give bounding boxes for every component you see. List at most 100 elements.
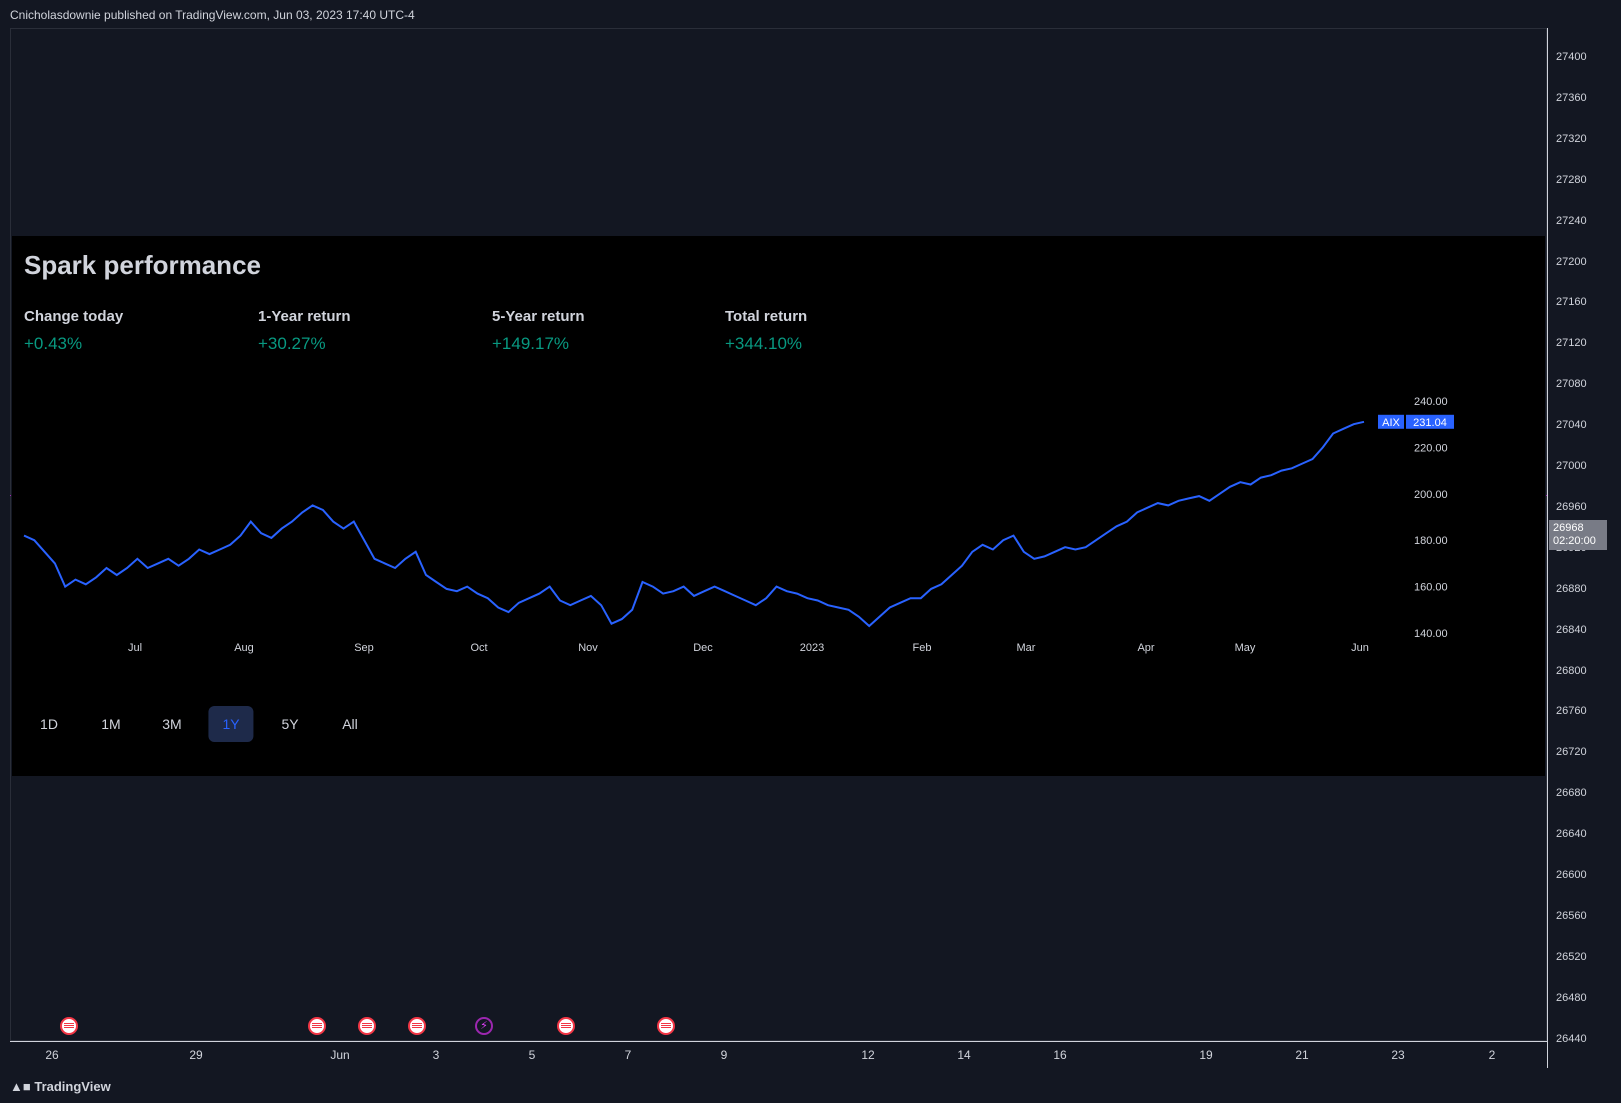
time-axis-label: Jun [330, 1048, 350, 1062]
stat-label: 5-Year return [492, 308, 585, 325]
stat-value: +344.10% [725, 334, 803, 353]
price-axis-label: 26520 [1556, 950, 1587, 963]
time-axis-label: 29 [189, 1048, 203, 1062]
stat-value: +149.17% [492, 334, 570, 353]
spark-y-tick-label: 240.00 [1414, 396, 1448, 408]
time-axis-label: 3 [432, 1048, 440, 1062]
crosshair-time: 02:20:00 [1553, 535, 1596, 547]
stat-value: +30.27% [258, 334, 326, 353]
range-button-5y[interactable]: 5Y [281, 716, 299, 732]
spark-x-label: Jun [1351, 642, 1369, 654]
spark-series-line [23, 420, 1365, 628]
price-axis-label: 27240 [1556, 214, 1587, 227]
stat-change-today: Change today +0.43% [24, 308, 123, 354]
price-axis-label: 26680 [1556, 787, 1587, 800]
price-axis[interactable]: 27400 27360 27320 27280 27240 27200 27160 27120… [1547, 28, 1611, 1068]
stat-label: Total return [725, 308, 808, 325]
price-axis-label: 27000 [1556, 460, 1587, 472]
spark-x-label: 2023 [800, 642, 824, 654]
stat-value: +0.43% [24, 334, 83, 353]
time-axis-label: 23 [1391, 1048, 1405, 1062]
price-axis-label: 26840 [1556, 623, 1587, 636]
crosshair-price: 26968 [1553, 522, 1584, 534]
spark-performance-widget: Spark performance Change today +0.43% 1-… [12, 236, 1545, 776]
event-flag-icon[interactable] [60, 1017, 78, 1035]
time-axis-label: 9 [720, 1048, 728, 1062]
time-axis-label: 19 [1199, 1048, 1213, 1062]
time-axis-label: 21 [1295, 1048, 1309, 1062]
price-axis-label: 27360 [1556, 91, 1587, 104]
badge-value: 231.04 [1413, 417, 1447, 429]
spark-x-label: May [1235, 642, 1256, 654]
time-axis[interactable]: 26 29 Jun 3 5 7 9 12 14 16 19 21 23 2 [10, 1041, 1547, 1068]
spark-x-label: Nov [578, 642, 598, 654]
publisher-info: Cnicholasdownie published on TradingView… [10, 8, 415, 22]
price-axis-label: 27040 [1556, 419, 1587, 432]
price-axis-label: 27400 [1556, 51, 1587, 63]
top-bar: Cnicholasdownie published on TradingView… [0, 0, 1621, 28]
range-button-all[interactable]: All [342, 716, 358, 732]
spark-y-tick-label: 220.00 [1414, 442, 1448, 454]
spark-x-label: Feb [913, 642, 932, 654]
stat-label: Change today [24, 308, 124, 325]
badge-value-bg [1406, 414, 1454, 429]
tradingview-logo[interactable]: ▲■ TradingView [10, 1079, 111, 1094]
spark-x-label: Dec [693, 642, 713, 654]
price-axis-label: 26640 [1556, 828, 1587, 841]
event-flag-icon[interactable] [557, 1017, 575, 1035]
spark-x-label: Sep [354, 642, 374, 654]
event-flag-icon[interactable] [308, 1017, 326, 1035]
range-button-1d[interactable]: 1D [40, 716, 58, 732]
spark-x-label: Apr [1137, 642, 1154, 654]
price-axis-label: 26560 [1556, 909, 1587, 922]
spark-y-tick-label: 200.00 [1414, 489, 1448, 501]
price-axis-label: 26720 [1556, 746, 1587, 759]
price-axis-label: 26960 [1556, 500, 1587, 513]
spark-y-tick-label: 140.00 [1414, 628, 1448, 640]
footer: ▲■ TradingView [0, 1068, 1621, 1103]
time-axis-label: 12 [861, 1048, 875, 1062]
price-axis-label: 27120 [1556, 337, 1587, 350]
time-axis-label: 16 [1053, 1048, 1067, 1062]
spark-x-label: Jul [128, 642, 142, 654]
price-axis-label: 27320 [1556, 132, 1587, 145]
range-button-1m[interactable]: 1M [101, 716, 121, 732]
time-axis-label: 5 [528, 1048, 536, 1062]
crosshair-price-label: 26968 02:20:00 [1549, 520, 1607, 550]
event-bolt-icon[interactable]: ⚡ [475, 1017, 493, 1035]
stat-1-year-return: 1-Year return +30.27% [258, 308, 351, 354]
widget-title: Spark performance [24, 250, 261, 280]
time-axis-label: 2 [1488, 1048, 1496, 1062]
price-axis-label: 27280 [1556, 173, 1587, 186]
tv-logo-icon: ▲■ [10, 1079, 35, 1094]
range-button-3m[interactable]: 3M [162, 716, 182, 732]
last-value-badge: AIX 231.04 [1378, 414, 1454, 429]
spark-x-label: Mar [1017, 642, 1036, 654]
spark-y-tick-label: 160.00 [1414, 582, 1448, 594]
spark-x-label: Aug [234, 642, 254, 654]
price-axis-label: 27080 [1556, 378, 1587, 391]
price-axis-label: 26600 [1556, 869, 1587, 881]
price-axis-label: 26760 [1556, 705, 1587, 718]
price-axis-label: 26480 [1556, 991, 1587, 1004]
event-flag-icon[interactable] [657, 1017, 675, 1035]
badge-symbol: AIX [1382, 417, 1400, 429]
range-button-1y[interactable]: 1Y [208, 706, 254, 742]
event-flag-icon[interactable] [358, 1017, 376, 1035]
price-axis-label: 27160 [1556, 296, 1587, 309]
badge-symbol-bg [1378, 414, 1404, 429]
stat-label: 1-Year return [258, 308, 351, 325]
tradingview-logo-text: TradingView [34, 1079, 111, 1094]
price-axis-label: 27200 [1556, 255, 1587, 268]
time-axis-label: 26 [45, 1048, 59, 1062]
stat-5-year-return: 5-Year return +149.17% [492, 308, 585, 354]
event-flag-icon[interactable] [408, 1017, 426, 1035]
time-axis-label: 14 [957, 1048, 971, 1062]
time-axis-label: 7 [624, 1048, 632, 1062]
spark-y-tick-label: 180.00 [1414, 535, 1448, 547]
price-axis-label: 26440 [1556, 1032, 1587, 1045]
spark-chart[interactable]: 240.00 220.00 200.00 180.00 160.00 140.00 Jul A… [12, 236, 1545, 776]
stat-total-return: Total return +344.10% [725, 308, 807, 354]
price-axis-label: 26800 [1556, 664, 1587, 677]
price-axis-label: 26880 [1556, 582, 1587, 595]
